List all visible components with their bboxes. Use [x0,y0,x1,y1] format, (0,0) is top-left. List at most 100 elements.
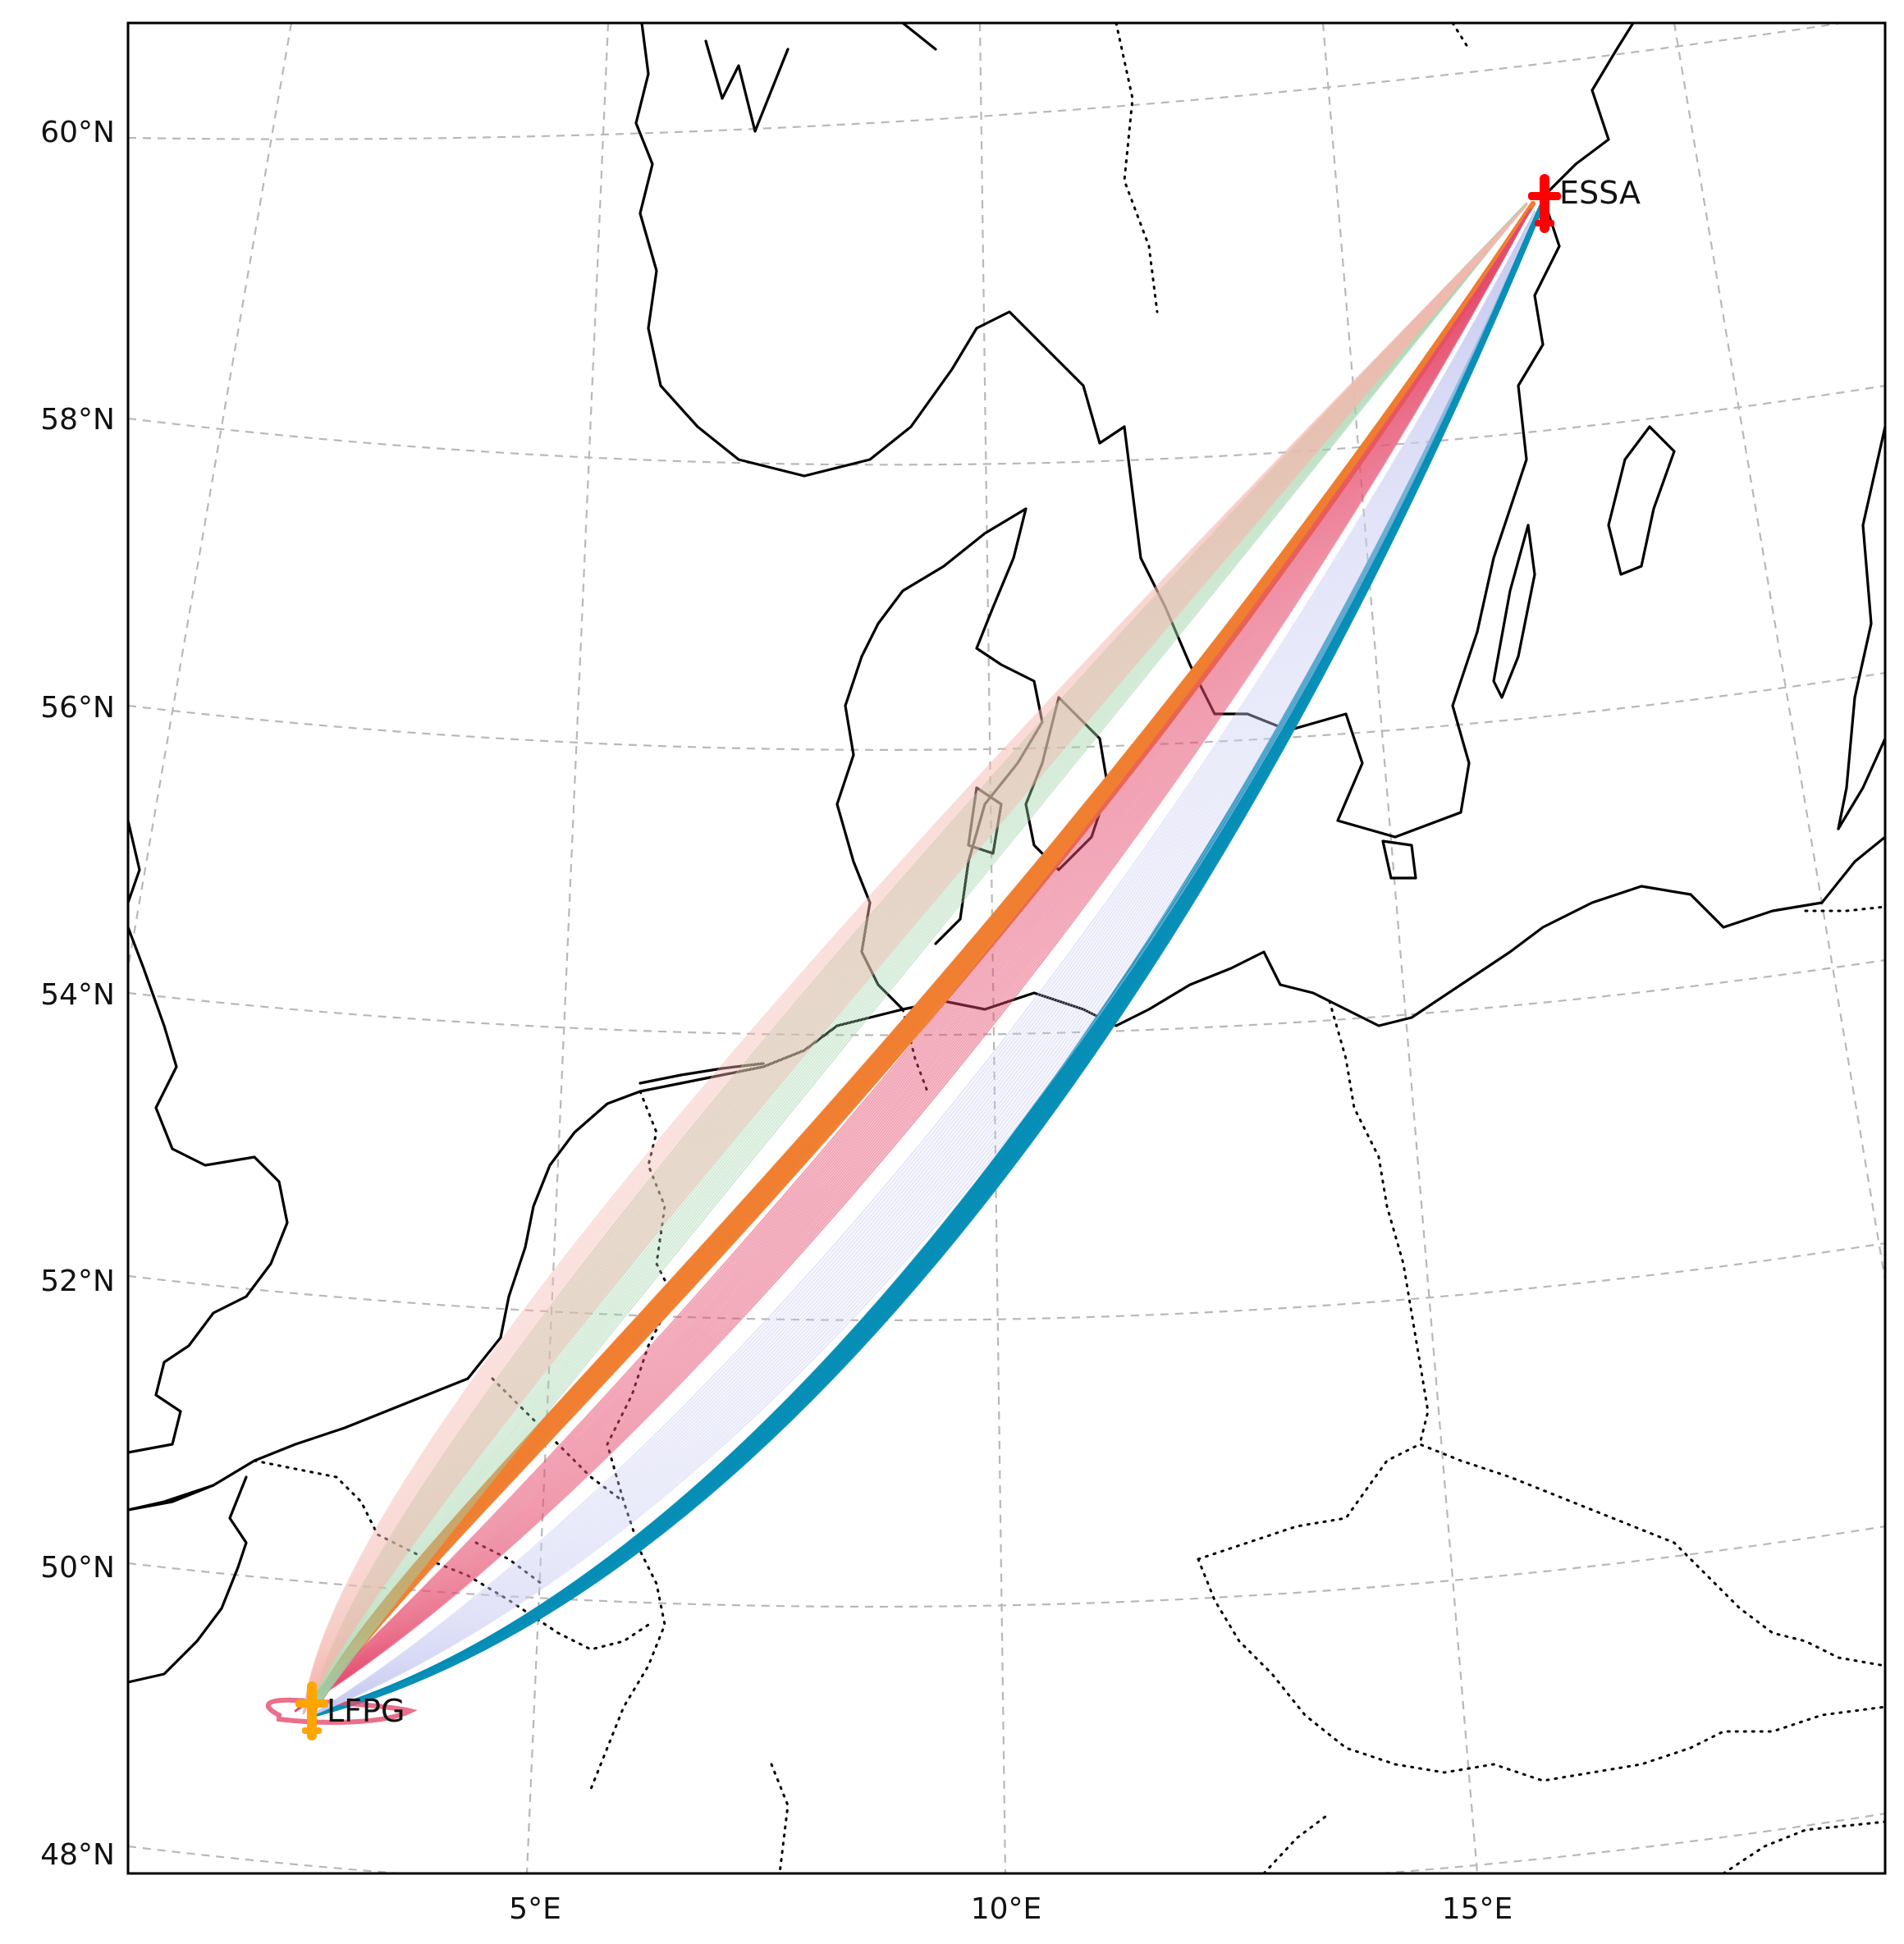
trajectory-line [310,202,1528,1715]
trajectory-line [302,204,1528,1715]
trajectory-line [310,202,1528,1715]
trajectory-line [310,202,1528,1715]
trajectory-flow [302,204,1528,1715]
trajectory-line [310,202,1528,1715]
trajectory-line [310,202,1528,1715]
trajectory-line [302,204,1528,1715]
trajectory-line [302,204,1528,1715]
trajectory-line [310,202,1528,1715]
trajectory-line [310,210,1536,1717]
trajectory-flow [265,208,1532,1725]
trajectory-line [310,202,1528,1715]
trajectory-line [310,202,1528,1715]
trajectory-line [294,208,1532,1713]
trajectory-line [310,202,1528,1715]
trajectory-line [310,202,1528,1715]
trajectory-line [310,202,1528,1715]
trajectory-line [310,202,1528,1715]
trajectory-line [302,204,1528,1715]
trajectory-line [294,208,1532,1713]
trajectory-line [310,202,1528,1715]
trajectory-line [310,202,1528,1715]
trajectory-line [302,204,1528,1715]
trajectory-line [310,210,1536,1717]
trajectory-line [310,202,1528,1715]
trajectory-line [310,210,1536,1717]
trajectory-line [310,210,1536,1717]
trajectory-line [310,202,1528,1715]
trajectory-line [302,204,1528,1715]
trajectory-line [294,208,1532,1713]
trajectory-line [302,204,1528,1715]
trajectory-line [310,210,1536,1717]
trajectory-line [294,208,1532,1713]
latitude-labels: 60°N 58°N 56°N 54°N 52°N 50°N 48°N [40,116,115,1872]
trajectory-line [302,204,1528,1715]
trajectory-flow [310,202,1528,1715]
trajectory-line [310,202,1528,1715]
map-frame [126,21,1887,1875]
trajectory-line [302,204,1528,1715]
trajectory-line [302,204,1528,1715]
trajectory-line [302,204,1528,1715]
trajectory-line [310,210,1536,1717]
trajectory-line [302,204,1528,1715]
trajectory-line [310,210,1536,1717]
lat-tick-label: 58°N [40,403,115,437]
trajectory-line [310,210,1536,1717]
trajectory-line [310,210,1536,1717]
trajectory-line [294,208,1532,1713]
lon-tick-label: 5°E [509,1892,561,1926]
trajectory-line [294,208,1532,1713]
trajectory-line [294,208,1532,1713]
trajectory-line [310,202,1528,1715]
trajectory-line [310,210,1536,1717]
trajectory-line [302,204,1528,1715]
country-borders [253,23,1885,1873]
trajectory-line [310,210,1536,1717]
trajectory-line [302,204,1528,1715]
trajectory-line [310,202,1528,1715]
trajectory-line [310,210,1536,1717]
lat-tick-label: 50°N [40,1551,115,1585]
trajectory-line [302,204,1528,1715]
trajectory-flow [309,201,1536,1716]
trajectory-line [294,208,1532,1713]
trajectory-line [294,208,1532,1713]
trajectory-line [310,202,1528,1715]
trajectory-line [310,202,1528,1715]
trajectory-line [310,210,1536,1717]
trajectory-line [310,202,1528,1715]
lat-tick-label: 60°N [40,116,115,149]
trajectory-line [309,201,1536,1716]
trajectory-line [310,202,1528,1715]
lat-tick-label: 48°N [40,1838,115,1872]
trajectory-line [310,210,1536,1717]
trajectory-line [294,208,1532,1713]
trajectory-line [310,210,1536,1717]
trajectory-line [310,202,1528,1715]
trajectory-line [302,204,1528,1715]
trajectory-flow [310,210,1536,1717]
trajectory-line [302,204,1528,1715]
trajectory-line [302,204,1528,1715]
trajectory-line [302,204,1528,1715]
lat-tick-label: 52°N [40,1265,115,1298]
trajectory-line [310,210,1536,1717]
trajectory-line [310,210,1536,1717]
trajectory-line [294,208,1532,1713]
trajectory-line [302,204,1528,1715]
trajectory-line [302,204,1528,1715]
trajectory-line [294,208,1532,1713]
trajectory-line [310,210,1536,1717]
trajectory-line [310,202,1528,1715]
trajectory-line [310,210,1536,1717]
trajectory-line [265,1697,418,1725]
trajectory-line [294,208,1532,1713]
trajectory-line [294,208,1532,1713]
trajectory-line [310,210,1536,1717]
origin-airport-label: LFPG [327,1693,405,1729]
trajectory-line [302,204,1528,1715]
lon-tick-label: 15°E [1442,1892,1513,1926]
trajectory-line [294,208,1532,1713]
